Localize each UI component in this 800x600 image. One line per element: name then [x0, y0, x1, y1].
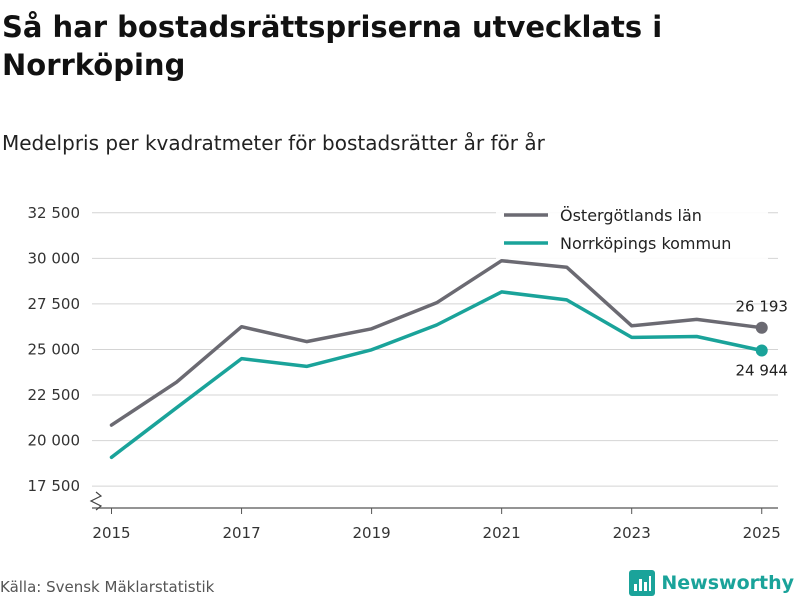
axes: 17 500 20 000 22 500 25 000 27 500 30 000 32 5…: [28, 204, 781, 542]
series-line-1: [109, 290, 764, 460]
x-tick-label: 2021: [483, 524, 521, 542]
legend-label: Östergötlands län: [560, 206, 702, 225]
x-tick-label: 2019: [353, 524, 391, 542]
end-value-label: 26 193: [735, 298, 788, 316]
brand-name: Newsworthy: [661, 572, 794, 594]
legend: Östergötlands län Norrköpings kommun: [496, 201, 768, 259]
y-tick-label: 22 500: [28, 386, 81, 404]
newsworthy-logo-icon: [629, 570, 656, 596]
source-note: Källa: Svensk Mäklarstatistik: [0, 578, 215, 596]
brand-logo: Newsworthy: [629, 570, 794, 596]
end-value-label: 24 944: [735, 361, 788, 379]
x-tick-label: 2025: [743, 524, 781, 542]
y-tick-label: 20 000: [28, 432, 81, 450]
y-tick-label: 30 000: [28, 249, 81, 267]
end-point-marker: [755, 321, 768, 334]
legend-background: [496, 201, 768, 259]
y-tick-label: 27 500: [28, 295, 81, 313]
x-tick-label: 2015: [92, 524, 130, 542]
chart-subtitle: Medelpris per kvadratmeter för bostadsrä…: [2, 131, 545, 155]
y-tick-label: 32 500: [28, 204, 81, 222]
y-tick-label: 17 500: [28, 477, 81, 495]
y-tick-label: 25 000: [28, 340, 81, 358]
x-tick-label: 2017: [222, 524, 260, 542]
chart-title: Så har bostadsrättspriserna utvecklats i…: [2, 10, 663, 82]
legend-label: Norrköpings kommun: [560, 234, 731, 253]
end-point-marker: [755, 344, 768, 357]
axis-break-icon: [89, 491, 103, 511]
x-tick-label: 2023: [613, 524, 651, 542]
series-line-0: [109, 258, 764, 427]
series-lines: 26 193 24 944: [109, 258, 788, 460]
